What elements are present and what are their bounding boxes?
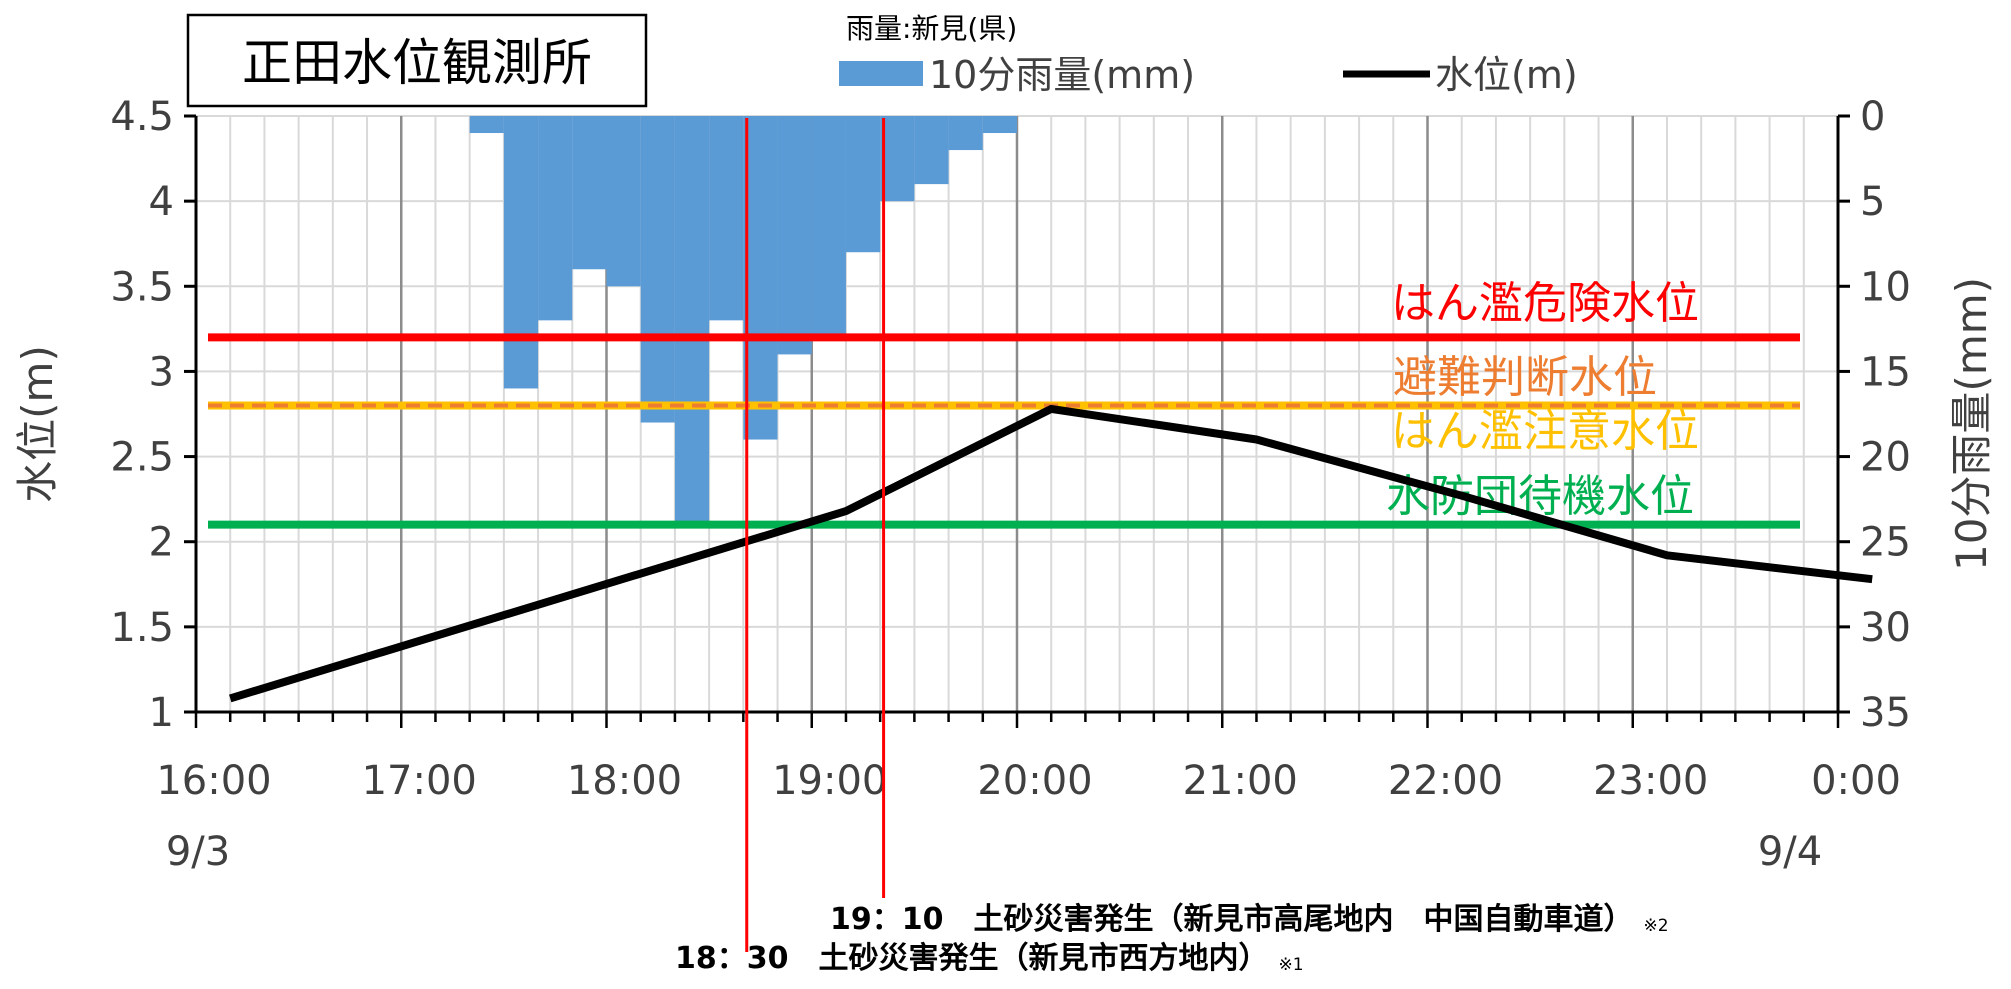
rain-bar [845, 116, 881, 253]
y-left-tick-label: 4.5 [110, 94, 174, 140]
y-left-tick-label: 2 [149, 520, 174, 566]
y-left-tick-label: 3.5 [110, 264, 174, 310]
y-right-tick-label: 10 [1860, 264, 1911, 310]
rain-bar [777, 116, 812, 355]
rain-bar [572, 116, 607, 270]
event-note: ※1 [1279, 955, 1304, 975]
y-right-axis-title: 10分雨量(mm) [1947, 277, 1996, 571]
x-tick-label: 17:00 [362, 758, 477, 804]
y-right-tick-label: 30 [1860, 605, 1911, 651]
y-left-tick-label: 4 [149, 179, 174, 225]
axes: 1 1.5 2 2.5 3 3.5 4 4.5 0 5 10 15 20 25 30 35 16:00 17:00… [110, 94, 1911, 804]
x-tick-label: 23:00 [1593, 758, 1708, 804]
y-left-tick-label: 2.5 [110, 435, 174, 481]
x-tick-label: 18:00 [567, 758, 682, 804]
x-tick-label: 19:00 [772, 758, 887, 804]
rain-bar [948, 116, 983, 151]
rain-bar [538, 116, 573, 321]
y-right-tick-label: 0 [1860, 94, 1885, 140]
y-left-tick-label: 1.5 [110, 605, 174, 651]
rain-bar [743, 116, 778, 440]
title-box: 正田水位観測所 [186, 13, 648, 108]
rain-bar [674, 116, 710, 525]
legend-header: 雨量:新見(県) [846, 12, 1017, 45]
rain-bar [606, 116, 641, 287]
water-level-line [229, 404, 1873, 703]
rain-bars [469, 116, 1017, 525]
y-right-tick-label: 35 [1860, 690, 1911, 736]
x-tick-label: 0:00 [1811, 758, 1901, 804]
rain-bar [640, 116, 675, 423]
event-label: 18：30 土砂災害発生（新見市西方地内） [675, 941, 1269, 976]
reference-label: はん濫注意水位 [1391, 406, 1699, 457]
y-right-tick-label: 20 [1860, 435, 1911, 481]
y-right-tick-label: 25 [1860, 520, 1911, 566]
event-label: 19：10 土砂災害発生（新見市高尾地内 中国自動車道） [830, 902, 1634, 937]
rain-bar [469, 116, 504, 134]
legend-level-label: 水位(m) [1435, 53, 1578, 97]
x-tick-label: 20:00 [977, 758, 1092, 804]
rain-bar [503, 116, 539, 389]
y-right-tick-label: 15 [1860, 349, 1911, 395]
rain-bar [811, 116, 846, 338]
x-tick-label: 22:00 [1388, 758, 1503, 804]
chart-title: 正田水位観測所 [242, 34, 592, 92]
y-left-tick-label: 1 [149, 690, 174, 736]
rain-bar [880, 116, 915, 202]
rain-bar [914, 116, 949, 185]
event-markers: 18：30 土砂災害発生（新見市西方地内） ※1 19：10 土砂災害発生（新見市高… [675, 118, 1669, 976]
legend-rain-swatch [839, 61, 923, 86]
y-left-tick-label: 3 [149, 349, 174, 395]
rain-bar [709, 116, 744, 321]
x-tick-label: 16:00 [156, 758, 271, 804]
y-right-tick-label: 5 [1860, 179, 1885, 225]
date-label-start: 9/3 [166, 829, 230, 875]
legend-rain-label: 10分雨量(mm) [929, 53, 1195, 97]
legend: 雨量:新見(県) 10分雨量(mm) 水位(m) [839, 12, 1578, 97]
x-tick-label: 21:00 [1183, 758, 1298, 804]
date-label-end: 9/4 [1758, 829, 1822, 875]
reference-label: はん濫危険水位 [1391, 278, 1699, 329]
y-left-axis-title: 水位(m) [13, 345, 62, 503]
event-note: ※2 [1644, 916, 1669, 936]
reference-label: 水防団待機水位 [1386, 471, 1694, 522]
reference-label: 避難判断水位 [1393, 352, 1657, 403]
water-level-series [229, 404, 1873, 703]
rain-bar [982, 116, 1017, 134]
